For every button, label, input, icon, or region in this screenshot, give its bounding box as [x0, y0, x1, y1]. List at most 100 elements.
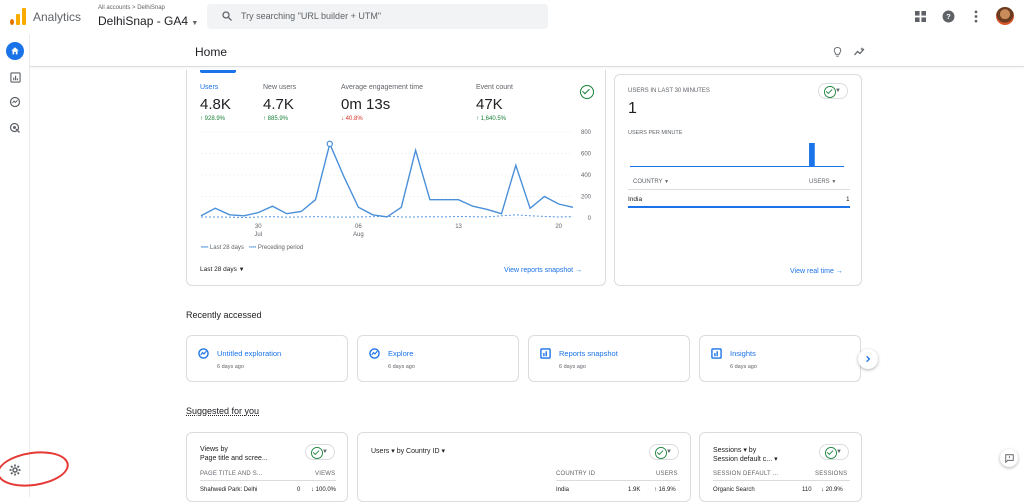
metric-engagement-time[interactable]: Average engagement time 0m 13s ↓ 40.8%: [341, 84, 423, 122]
recent-item-time: 6 days ago: [559, 364, 586, 370]
highlight-point: [326, 140, 333, 148]
chevron-down-icon: ▼: [835, 88, 841, 94]
recent-item-time: 6 days ago: [217, 364, 244, 370]
header-divider: [30, 66, 1024, 67]
card-title[interactable]: Users ▾ by Country ID ▾: [371, 447, 445, 455]
row-value: 110: [802, 487, 812, 493]
users-per-minute-chart: [630, 143, 844, 167]
table-divider: [628, 189, 850, 190]
y-tick-label: 200: [581, 195, 592, 201]
card-subtitle[interactable]: Session default c... ▾: [713, 456, 778, 463]
feedback-icon: [1004, 453, 1014, 463]
advertising-icon[interactable]: [6, 119, 24, 137]
metric-change: ↓ 40.8%: [341, 116, 363, 122]
suggested-card-views: Views by Page title and scree... ▼ PAGE …: [186, 432, 348, 502]
x-tick-month: Aug: [353, 232, 364, 238]
home-icon[interactable]: [6, 42, 24, 60]
recent-item-explore[interactable]: Explore 6 days ago: [357, 335, 519, 382]
realtime-quality-pill[interactable]: ▼: [818, 83, 848, 99]
row-name: Organic Search: [713, 487, 755, 493]
search-placeholder: Try searching "URL builder + UTM": [241, 11, 382, 21]
col-header: SESSION DEFAULT ...: [713, 471, 779, 477]
recent-item-insights[interactable]: Insights 6 days ago: [699, 335, 861, 382]
metric-label: Event count: [476, 84, 513, 91]
chevron-right-icon: [866, 355, 871, 363]
dropdown-arrow-icon: ▼: [238, 267, 245, 273]
analytics-logo[interactable]: [10, 7, 28, 25]
view-realtime-link[interactable]: View real time →: [790, 268, 843, 275]
metric-event-count[interactable]: Event count 47K ↑ 1,640.5%: [476, 84, 513, 122]
metric-label: Users: [200, 84, 219, 91]
metric-label: Average engagement time: [341, 84, 423, 91]
link-label: View real time: [790, 268, 834, 275]
overview-card: Users 4.8K ↑ 928.9% New users 4.7K ↑ 885…: [186, 70, 606, 286]
metric-users[interactable]: Users 4.8K ↑ 928.9%: [200, 84, 231, 122]
left-nav-rail: [0, 34, 30, 497]
top-actions: ?: [912, 7, 1014, 25]
search-bar[interactable]: Try searching "URL builder + UTM": [207, 4, 548, 29]
lightbulb-icon[interactable]: [832, 45, 843, 63]
row-value: 1.9K: [628, 487, 641, 493]
suggested-card-users-by-country: Users ▾ by Country ID ▾ ▼ COUNTRY ID USE…: [357, 432, 691, 502]
col-country[interactable]: COUNTRY ▼: [633, 179, 670, 185]
recent-item-untitled-exploration[interactable]: Untitled exploration 6 days ago: [186, 335, 348, 382]
metric-change: ↑ 928.9%: [200, 116, 226, 122]
users-line-chart: 800 600 400 200 0 30 Jul 06 Aug 13 20: [200, 130, 592, 238]
metric-new-users[interactable]: New users 4.7K ↑ 885.9%: [263, 84, 296, 122]
chevron-down-icon: ▼: [666, 449, 672, 455]
row-name: Shahwedi Park: Delhi: [200, 487, 258, 493]
card-quality-pill[interactable]: ▼: [649, 444, 679, 460]
card-subtitle[interactable]: Page title and scree...: [200, 455, 268, 462]
explore-icon[interactable]: [6, 93, 24, 111]
recent-next-button[interactable]: [858, 349, 878, 369]
recent-item-time: 6 days ago: [730, 364, 757, 370]
help-icon[interactable]: ?: [940, 8, 956, 24]
reports-icon[interactable]: [6, 68, 24, 86]
account-breadcrumb[interactable]: All accounts > DelhiSnap: [98, 5, 165, 11]
insights-trend-icon[interactable]: [853, 45, 866, 63]
admin-gear-icon[interactable]: [6, 461, 24, 479]
row-change: ↓ 20.9%: [821, 487, 843, 493]
col-label: COUNTRY: [633, 179, 663, 185]
realtime-row-country: India: [628, 196, 643, 203]
realtime-title: USERS IN LAST 30 MINUTES: [628, 88, 710, 94]
series-line-previous: [201, 214, 574, 218]
recent-item-reports-snapshot[interactable]: Reports snapshot 6 days ago: [528, 335, 690, 382]
card-quality-pill[interactable]: ▼: [819, 444, 849, 460]
apps-grid-icon[interactable]: [912, 8, 928, 24]
svg-text:?: ?: [946, 12, 951, 21]
card-quality-pill[interactable]: ▼: [305, 444, 335, 460]
realtime-row-users: 1: [846, 196, 850, 203]
metric-value: 4.8K: [200, 96, 231, 113]
x-tick-label: 13: [455, 224, 462, 230]
y-tick-label: 400: [581, 173, 592, 179]
col-header: PAGE TITLE AND S...: [200, 471, 263, 477]
check-icon: [311, 447, 323, 459]
page-title: Home: [195, 45, 228, 59]
chart-legend: ━━ Last 28 days ╍╍ Preceding period: [201, 245, 304, 251]
card-title[interactable]: Sessions ▾ by: [713, 447, 757, 454]
col-header: USERS: [656, 471, 678, 477]
metric-value: 47K: [476, 96, 503, 113]
chevron-down-icon: ▼: [191, 20, 199, 27]
metric-change: ↑ 1,640.5%: [476, 116, 507, 122]
row-change: ↓ 100.0%: [311, 487, 337, 493]
x-tick-label: 30: [255, 224, 262, 230]
avatar[interactable]: [996, 7, 1014, 25]
row-share-bar: [628, 206, 850, 208]
table-divider: [200, 480, 336, 481]
view-reports-snapshot-link[interactable]: View reports snapshot →: [504, 267, 582, 274]
check-icon: [655, 447, 667, 459]
search-icon: [222, 11, 232, 21]
top-bar: Analytics All accounts > DelhiSnap Delhi…: [0, 0, 1024, 34]
data-quality-check-icon[interactable]: [580, 85, 594, 99]
more-vert-icon[interactable]: [968, 8, 984, 24]
date-range-selector[interactable]: Last 28 days ▼: [200, 266, 245, 273]
y-tick-label: 600: [581, 152, 592, 158]
property-selector[interactable]: DelhiSnap - GA4 ▼: [98, 14, 198, 28]
minute-bar: [809, 143, 815, 167]
col-users[interactable]: USERS ▼: [809, 179, 837, 185]
col-label: USERS: [809, 179, 830, 185]
feedback-button[interactable]: [1000, 449, 1018, 467]
series-line-current: [200, 141, 574, 218]
